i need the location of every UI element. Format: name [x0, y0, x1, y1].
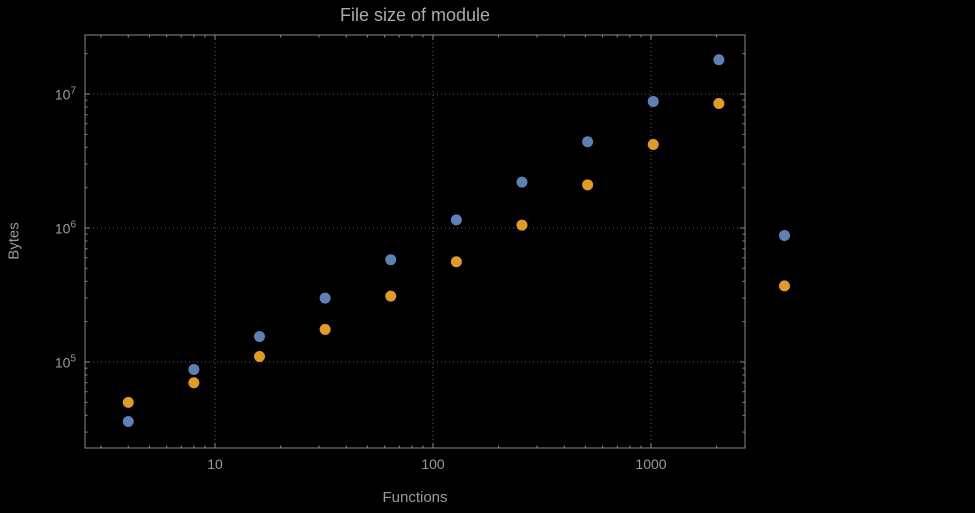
series-blue: [122, 54, 790, 427]
plot-frame: [84, 34, 746, 449]
x-axis-label: Functions: [382, 489, 448, 506]
data-point-orange: [778, 280, 790, 292]
data-point-orange: [647, 138, 659, 150]
data-point-blue: [122, 415, 134, 427]
y-tick-exponent: 5: [70, 353, 76, 365]
data-point-orange: [713, 97, 725, 109]
y-tick-base: 10: [54, 220, 71, 237]
x-tick-label-100: 100: [421, 456, 445, 472]
y-tick-label-1e6: 106: [0, 220, 76, 237]
y-tick-exponent: 6: [70, 219, 76, 231]
data-point-blue: [582, 136, 594, 148]
data-point-blue: [188, 363, 200, 375]
y-tick-label-1e7: 107: [0, 86, 76, 103]
data-point-blue: [385, 254, 397, 266]
data-point-orange: [319, 323, 331, 335]
data-point-orange: [253, 350, 265, 362]
tick-marks: [85, 35, 745, 448]
data-point-orange: [516, 219, 528, 231]
y-tick-label-1e5: 105: [0, 354, 76, 371]
x-tick-label-10: 10: [207, 456, 223, 472]
data-point-orange: [385, 290, 397, 302]
gridlines: [85, 35, 745, 448]
y-tick-base: 10: [54, 354, 71, 371]
data-point-orange: [188, 377, 200, 389]
chart-title: File size of module: [339, 5, 491, 25]
data-point-blue: [319, 292, 331, 304]
data-point-orange: [582, 179, 594, 191]
data-point-orange: [122, 396, 134, 408]
data-point-blue: [516, 176, 528, 188]
series-orange: [122, 97, 790, 408]
data-point-blue: [253, 330, 265, 342]
y-tick-base: 10: [54, 86, 71, 103]
y-tick-exponent: 7: [70, 85, 76, 97]
data-point-blue: [647, 95, 659, 107]
x-tick-label-1000: 1000: [635, 456, 667, 472]
data-point-orange: [450, 256, 462, 268]
data-point-blue: [778, 229, 790, 241]
data-point-blue: [450, 214, 462, 226]
data-point-blue: [713, 54, 725, 66]
